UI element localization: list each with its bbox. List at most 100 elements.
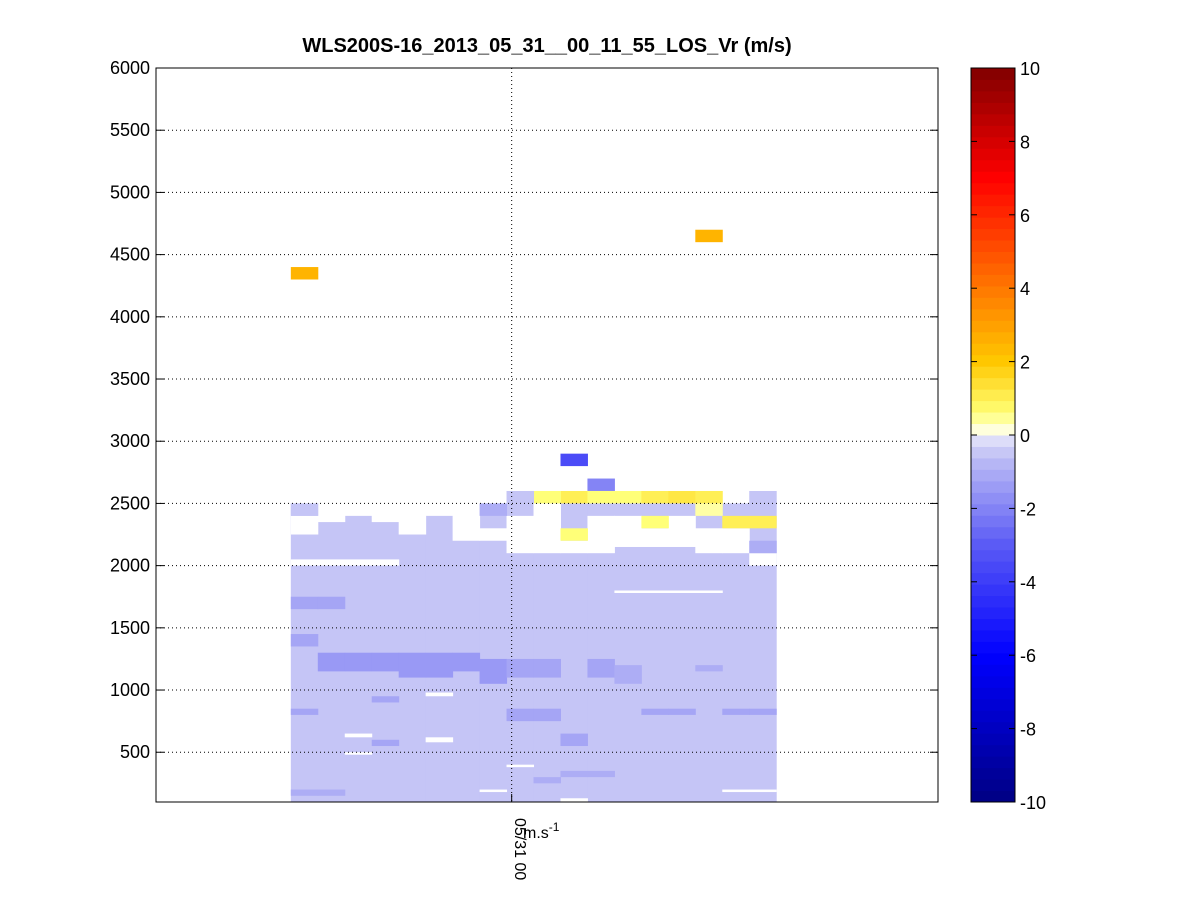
heatmap-column — [290, 503, 319, 802]
colorbar-band — [971, 572, 1015, 585]
colorbar-ticks: 10 8 6 4 2 0 -2 -4 -6 -8 -10 — [971, 59, 1046, 813]
heatmap-cell — [533, 658, 561, 678]
colorbar-tick-label: -2 — [1020, 499, 1036, 519]
heatmap-cell — [290, 789, 319, 796]
heatmap-cell — [587, 658, 615, 678]
heatmap-gap — [722, 789, 750, 793]
colorbar-band — [971, 354, 1015, 367]
x-axis: 05/31 00 m.s-1 — [511, 818, 560, 880]
y-tick-label: 6000 — [110, 58, 150, 78]
heatmap-gap — [398, 490, 427, 535]
colorbar-band — [971, 228, 1015, 241]
heatmap-gap — [371, 559, 400, 566]
colorbar-band — [971, 492, 1015, 505]
heatmap-cell — [695, 490, 723, 504]
heatmap-cell — [695, 503, 723, 516]
colorbar-band — [971, 790, 1015, 803]
heatmap-gap — [722, 528, 750, 554]
heatmap-gap — [317, 559, 346, 566]
colorbar-band — [971, 538, 1015, 551]
heatmap-gap — [641, 590, 669, 593]
colorbar-band — [971, 607, 1015, 619]
x-axis-label-exponent: -1 — [549, 820, 560, 834]
colorbar-band — [971, 526, 1015, 539]
heatmap-gap — [641, 528, 669, 547]
colorbar-band — [971, 733, 1015, 746]
heatmap-cell — [587, 770, 615, 778]
y-tick-label: 5000 — [110, 182, 150, 202]
colorbar-band — [971, 480, 1015, 493]
colorbar-tick-label: -6 — [1020, 646, 1036, 666]
heatmap-cell — [290, 708, 319, 715]
colorbar-band — [971, 423, 1015, 436]
colorbar-band — [971, 102, 1015, 115]
y-tick-label: 3500 — [110, 369, 150, 389]
colorbar-band — [971, 366, 1015, 379]
colorbar-band — [971, 240, 1015, 252]
colorbar-band — [971, 721, 1015, 734]
colorbar-band — [971, 217, 1015, 230]
heatmap-cell — [587, 490, 615, 504]
colorbar-tick-label: -10 — [1020, 793, 1046, 813]
colorbar-band — [971, 297, 1015, 310]
colorbar-band — [971, 756, 1015, 769]
colorbar-band — [971, 710, 1015, 723]
colorbar-band — [971, 629, 1015, 642]
colorbar-tick-label: 4 — [1020, 279, 1030, 299]
heatmap-cell — [641, 708, 669, 715]
colorbar-band — [971, 136, 1015, 149]
heatmap-gap — [668, 515, 696, 547]
heatmap-cell — [479, 503, 508, 516]
y-tick-label: 2500 — [110, 493, 150, 513]
y-tick-label: 500 — [120, 742, 150, 762]
heatmap-cell — [290, 267, 319, 280]
heatmap-cell — [290, 503, 319, 516]
colorbar-band — [971, 687, 1015, 700]
colorbar-band — [971, 595, 1015, 608]
colorbar-band — [971, 457, 1015, 470]
colorbar-band — [971, 584, 1015, 597]
heatmap-gap — [344, 490, 373, 516]
heatmap-gap — [668, 590, 696, 593]
plot-area: 500 1000 1500 2000 2500 3000 3500 4000 4500 5000 5… — [110, 58, 939, 803]
colorbar-band — [971, 779, 1015, 792]
heatmap-cell — [614, 490, 642, 504]
heatmap-cell — [749, 490, 777, 504]
heatmap-cell — [317, 596, 346, 610]
heatmap-gap — [479, 789, 508, 793]
heatmap-cell — [533, 777, 561, 784]
y-tick-label: 4000 — [110, 307, 150, 327]
heatmap-gap — [425, 692, 454, 697]
colorbar-band — [971, 675, 1015, 688]
colorbar-tick-label: 0 — [1020, 426, 1030, 446]
heatmap-column — [479, 503, 508, 802]
heatmap-cell — [560, 733, 588, 747]
heatmap-cell — [290, 634, 319, 647]
colorbar-band — [971, 767, 1015, 780]
heatmap-gap — [506, 515, 535, 554]
heatmap-cell — [452, 652, 481, 672]
heatmap-column — [641, 503, 669, 802]
heatmap-gap — [452, 490, 481, 541]
gridlines — [156, 67, 938, 802]
heatmap-cell — [560, 770, 588, 778]
colorbar-band — [971, 113, 1015, 126]
heatmap-cell — [749, 540, 777, 554]
heatmap-gap — [344, 752, 373, 755]
heatmap-cell — [641, 515, 669, 529]
heatmap-column — [668, 503, 696, 802]
heatmap-cell — [722, 708, 750, 715]
y-axis: 500 1000 1500 2000 2500 3000 3500 4000 4500 5000 5… — [110, 58, 938, 762]
heatmap-gap — [614, 515, 642, 547]
heatmap-gap — [425, 490, 454, 516]
colorbar-band — [971, 503, 1015, 516]
heatmap-gap — [560, 798, 588, 802]
colorbar-bands — [971, 68, 1015, 803]
colorbar-band — [971, 435, 1015, 447]
heatmap-gap — [533, 503, 561, 554]
y-tick-label: 4500 — [110, 245, 150, 265]
colorbar-band — [971, 90, 1015, 103]
heatmap-gap — [371, 490, 400, 523]
heatmap-gap — [749, 553, 777, 566]
